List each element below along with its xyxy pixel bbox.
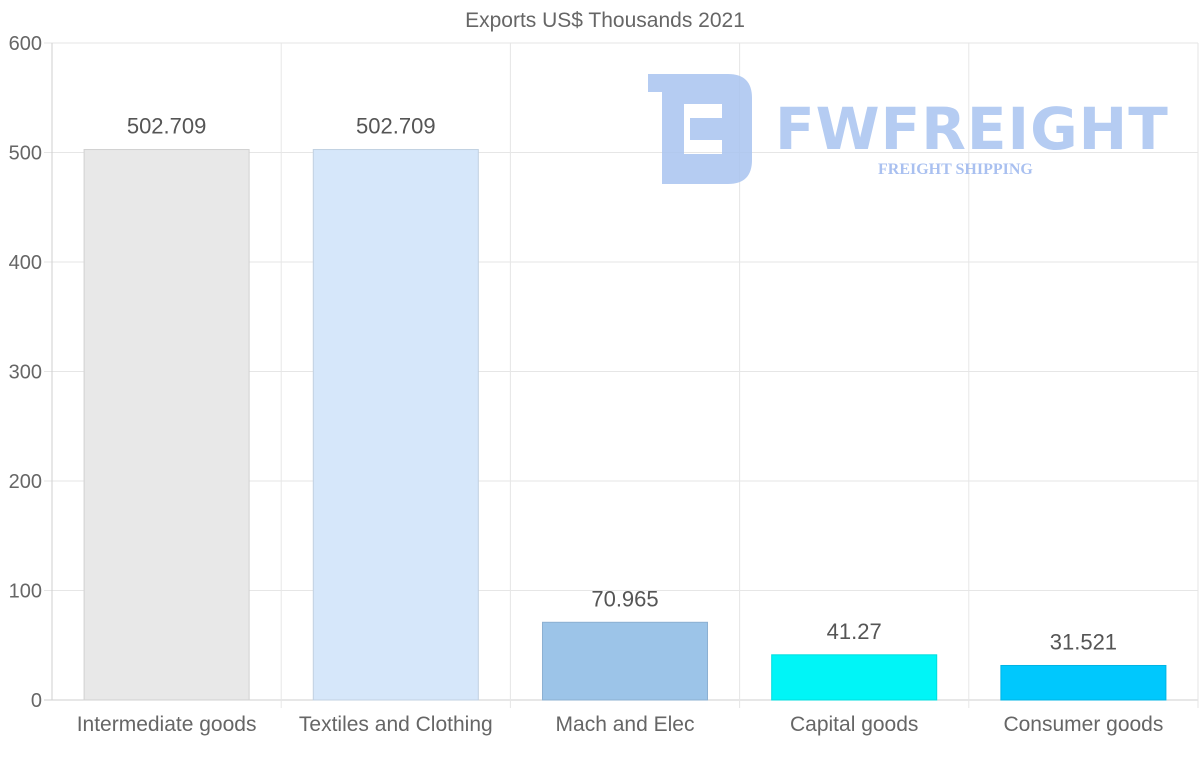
- data-label: 70.965: [591, 586, 658, 611]
- y-tick-label: 500: [9, 143, 42, 165]
- x-tick-label: Textiles and Clothing: [299, 713, 493, 736]
- watermark-logo: FWFREIGHT FREIGHT SHIPPING: [648, 74, 1169, 184]
- x-tick-label: Mach and Elec: [556, 713, 695, 736]
- watermark-tagline: FREIGHT SHIPPING: [878, 161, 1033, 178]
- y-tick-label: 100: [9, 581, 42, 603]
- bars: [83, 149, 1167, 701]
- bar: [83, 149, 250, 701]
- fwfreight-logo-icon: [648, 74, 752, 184]
- x-tick-label: Capital goods: [790, 713, 918, 736]
- data-label: 502.709: [356, 114, 436, 139]
- y-axis-ticks: 0 100 200 300 400 500 600: [9, 33, 42, 712]
- bar: [1000, 664, 1167, 701]
- data-label: 31.521: [1050, 629, 1117, 654]
- y-tick-label: 0: [31, 690, 42, 712]
- x-tick-label: Intermediate goods: [77, 713, 257, 736]
- x-tick-label: Consumer goods: [1003, 713, 1163, 736]
- watermark-brand: FWFREIGHT: [775, 95, 1169, 163]
- data-label: 502.709: [127, 114, 207, 139]
- bar: [541, 621, 709, 701]
- bar: [771, 654, 938, 701]
- x-axis-labels: Intermediate goods Textiles and Clothing M…: [77, 713, 1164, 736]
- y-tick-label: 400: [9, 252, 42, 274]
- chart-title: Exports US$ Thousands 2021: [465, 9, 745, 32]
- bar: [312, 149, 479, 701]
- y-tick-label: 200: [9, 471, 42, 493]
- value-labels: 502.709 502.709 70.965 41.27 31.521: [127, 114, 1117, 655]
- y-tick-label: 600: [9, 33, 42, 55]
- y-tick-label: 300: [9, 362, 42, 384]
- data-label: 41.27: [827, 619, 882, 644]
